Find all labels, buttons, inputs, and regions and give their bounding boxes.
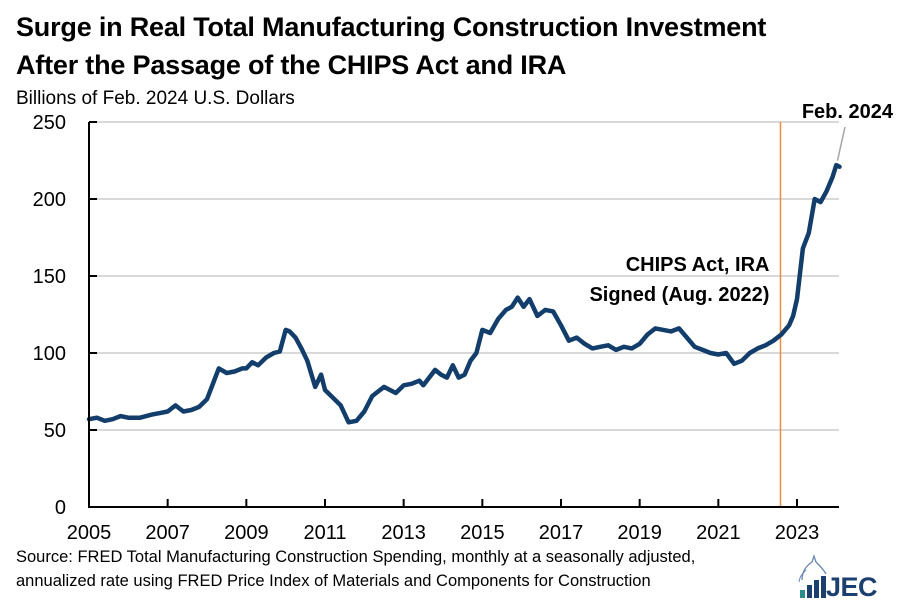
capitol-dome-bar-chart-icon xyxy=(798,553,827,598)
y-tick-label: 100 xyxy=(33,343,66,365)
y-tick-label: 0 xyxy=(55,497,66,519)
annotations: CHIPS Act, IRA Signed (Aug. 2022) Feb. 2… xyxy=(589,101,893,306)
y-tick-label: 250 xyxy=(33,112,66,134)
y-axis-ticks: 0 50 100 150 200 250 xyxy=(33,112,97,519)
x-tick-label: 2021 xyxy=(696,522,741,544)
x-tick-label: 2023 xyxy=(775,522,820,544)
callout-leader-line xyxy=(836,126,846,161)
y-tick-label: 150 xyxy=(33,266,66,288)
jec-logo: JEC xyxy=(788,552,898,602)
x-tick-label: 2007 xyxy=(145,522,190,544)
chart-title-line-1: Surge in Real Total Manufacturing Constr… xyxy=(16,12,767,42)
source-note-line-2: annualized rate using FRED Price Index o… xyxy=(16,572,651,590)
x-tick-label: 2017 xyxy=(539,522,584,544)
series-line-manufacturing-construction xyxy=(86,162,842,425)
event-label-line-2: Signed (Aug. 2022) xyxy=(589,284,769,306)
x-tick-label: 2005 xyxy=(67,522,112,544)
x-tick-label: 2013 xyxy=(381,522,426,544)
gridlines xyxy=(89,121,839,431)
y-tick-label: 200 xyxy=(33,189,66,211)
logo-wordmark: JEC xyxy=(826,572,878,602)
x-tick-label: 2011 xyxy=(303,522,346,544)
event-label-line-1: CHIPS Act, IRA xyxy=(626,254,770,276)
x-tick-label: 2019 xyxy=(617,522,662,544)
source-note-line-1: Source: FRED Total Manufacturing Constru… xyxy=(16,548,696,566)
x-tick-label: 2009 xyxy=(224,522,269,544)
chart-title-line-2: After the Passage of the CHIPS Act and I… xyxy=(16,50,567,80)
latest-point-callout: Feb. 2024 xyxy=(802,101,894,123)
x-axis-ticks: 2005 2007 2009 2011 2013 2015 2017 2019 2021 2023 xyxy=(67,499,820,544)
y-tick-label: 50 xyxy=(44,420,66,442)
y-axis-unit-label: Billions of Feb. 2024 U.S. Dollars xyxy=(16,88,295,109)
x-tick-label: 2015 xyxy=(460,522,505,544)
